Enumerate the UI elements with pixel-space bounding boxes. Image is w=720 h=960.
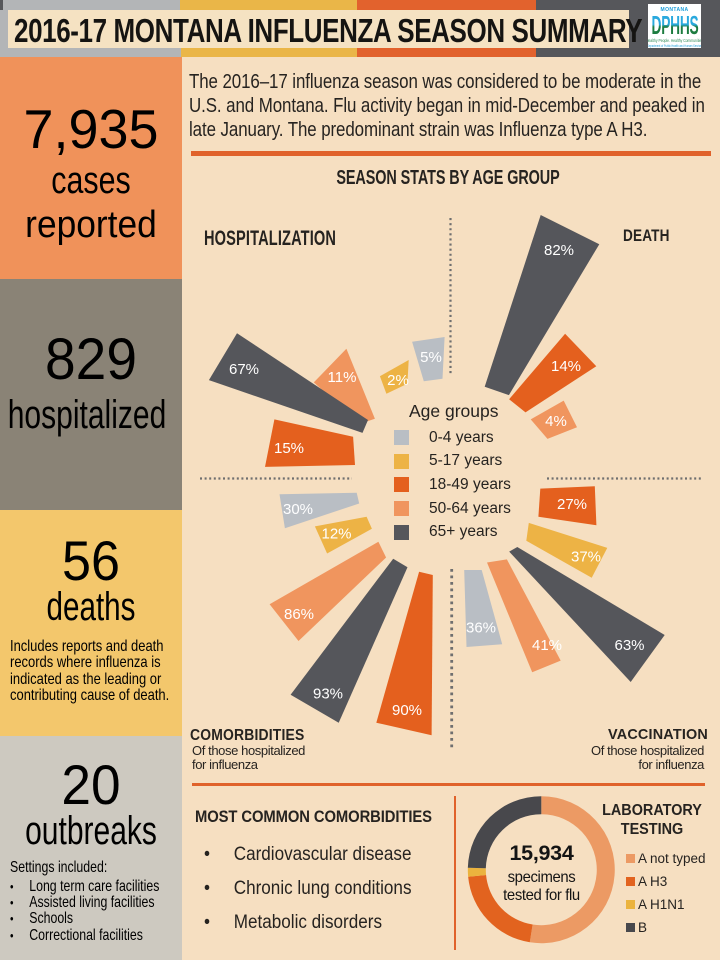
svg-text:2%: 2% — [387, 372, 409, 389]
svg-text:15%: 15% — [274, 440, 304, 457]
svg-text:37%: 37% — [571, 549, 601, 566]
svg-text:5%: 5% — [420, 349, 442, 366]
svg-text:36%: 36% — [466, 620, 496, 637]
svg-text:14%: 14% — [551, 358, 581, 375]
svg-text:30%: 30% — [283, 501, 313, 518]
svg-text:27%: 27% — [557, 496, 587, 513]
svg-text:41%: 41% — [532, 637, 562, 654]
svg-text:11%: 11% — [328, 369, 357, 386]
svg-text:82%: 82% — [544, 242, 574, 259]
svg-text:63%: 63% — [614, 637, 644, 654]
svg-text:12%: 12% — [321, 526, 351, 543]
svg-text:90%: 90% — [392, 702, 422, 719]
svg-text:86%: 86% — [284, 606, 314, 623]
svg-text:93%: 93% — [313, 686, 343, 703]
